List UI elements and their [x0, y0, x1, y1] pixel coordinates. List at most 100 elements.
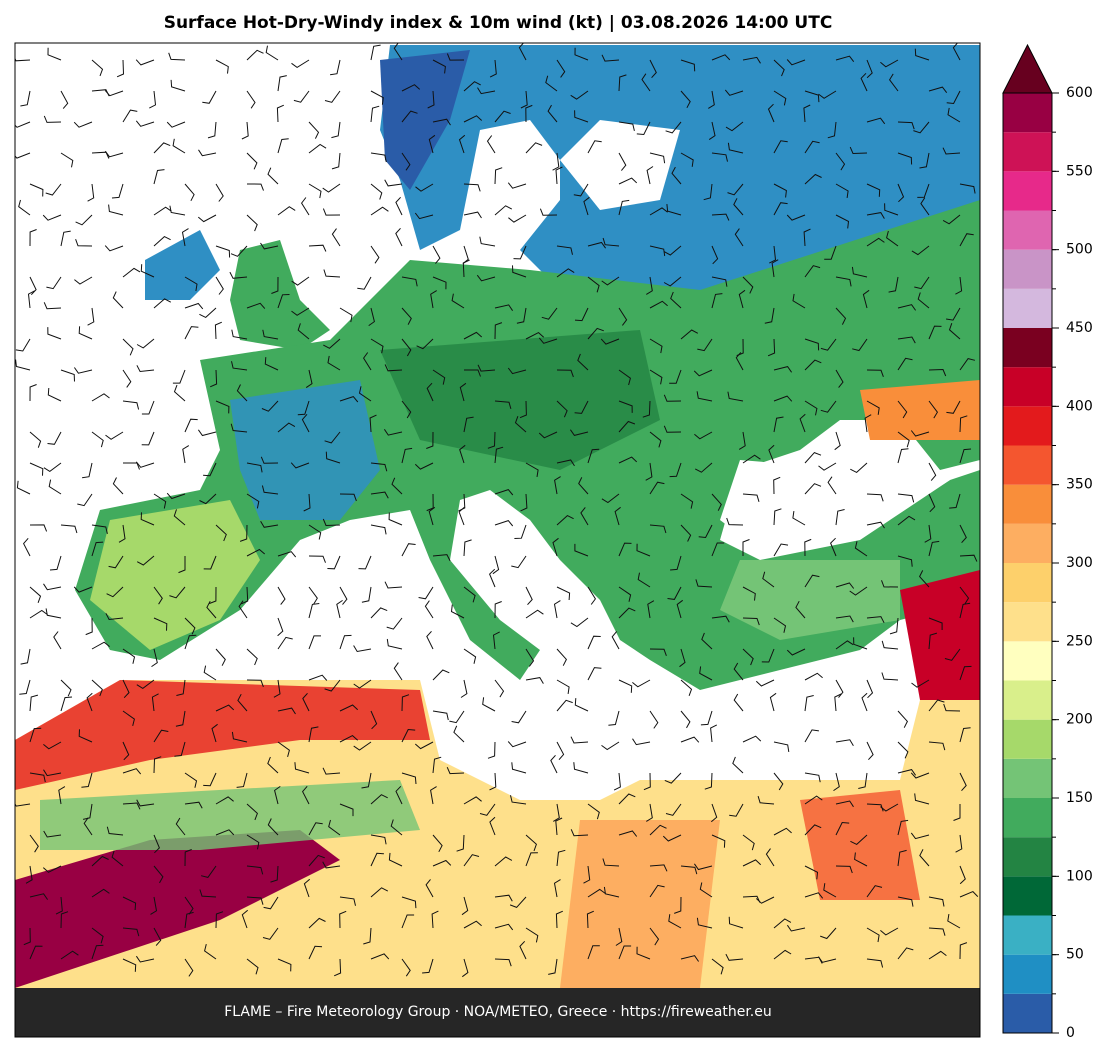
wind-barb	[384, 179, 403, 187]
wind-barb	[246, 865, 264, 875]
wind-barb	[697, 338, 713, 352]
wind-barb	[303, 878, 311, 898]
wind-barb	[60, 230, 71, 247]
wind-barb	[322, 767, 341, 775]
wind-barb	[835, 865, 853, 874]
wind-barb	[15, 803, 31, 807]
wind-barb	[602, 237, 620, 247]
wind-barb	[267, 167, 279, 185]
hot-east	[900, 570, 980, 700]
wind-barb	[122, 896, 137, 911]
wind-barb	[636, 121, 651, 136]
wind-barb	[618, 74, 627, 92]
wind-barb	[182, 445, 190, 464]
wind-barb	[864, 414, 872, 433]
colorbar-extend	[1002, 43, 1053, 94]
wind-barb	[492, 555, 500, 575]
wind-barb	[47, 47, 62, 61]
wind-barb	[153, 756, 162, 774]
wind-barb	[710, 724, 718, 743]
wind-barb	[556, 586, 571, 601]
wind-barb	[73, 121, 93, 128]
colorbar-bin	[1003, 954, 1052, 994]
wind-barb	[135, 461, 155, 468]
wind-barb	[618, 369, 631, 386]
wind-barb	[29, 694, 39, 712]
wind-barb	[735, 352, 744, 371]
wind-barb	[729, 803, 744, 817]
wind-barb	[459, 382, 467, 402]
wind-barb	[122, 679, 130, 699]
wind-barb	[270, 865, 279, 883]
wind-barb	[835, 152, 846, 171]
wind-barb	[897, 431, 910, 448]
wind-barb	[104, 245, 124, 252]
wind-barb	[184, 183, 195, 202]
wind-barb	[632, 738, 651, 746]
wind-barb	[734, 228, 744, 247]
wind-barb	[769, 245, 777, 264]
wind-barb	[897, 710, 909, 728]
colorbar-tick-label: 50	[1066, 947, 1084, 963]
wind-barb	[327, 355, 341, 371]
wind-barb	[46, 276, 62, 290]
hot-caspian	[860, 380, 980, 440]
wind-barb	[78, 326, 93, 340]
wind-barb	[649, 864, 668, 872]
wind-barb	[430, 786, 437, 805]
wind-barb	[632, 679, 651, 688]
wind-barb	[323, 269, 341, 278]
wind-barb	[866, 59, 873, 79]
wind-barb	[710, 803, 718, 823]
wind-barb	[324, 679, 341, 692]
wind-barb	[153, 142, 171, 154]
wind-barb	[294, 762, 310, 774]
wind-barb	[646, 276, 653, 295]
wind-barb	[888, 73, 899, 92]
wind-barb	[518, 43, 527, 61]
wind-barb	[426, 382, 434, 402]
wind-barb	[674, 896, 682, 914]
wind-barb	[834, 693, 842, 712]
wind-barb	[614, 506, 621, 526]
colorbar-tick-label: 150	[1066, 790, 1093, 806]
wind-barb	[231, 731, 248, 743]
wind-barb	[664, 772, 682, 784]
wind-barb	[866, 679, 874, 699]
wind-barb	[430, 290, 437, 309]
wind-barb	[928, 927, 946, 936]
wind-barb	[23, 537, 31, 557]
wind-barb	[122, 710, 135, 727]
hot-maghreb	[15, 680, 430, 790]
wind-barb	[646, 803, 653, 822]
wind-barb	[395, 785, 403, 805]
wind-barb	[18, 199, 31, 216]
wind-barb	[246, 49, 264, 61]
wind-barb	[322, 183, 341, 193]
wind-barb	[641, 73, 651, 92]
wind-barb	[647, 600, 655, 619]
wind-barb	[229, 271, 248, 279]
wind-barb	[277, 617, 284, 637]
wind-barb	[792, 511, 806, 526]
wind-barb	[773, 508, 782, 526]
wind-barb	[742, 454, 761, 464]
wind-barb	[277, 636, 293, 650]
wind-barb	[432, 554, 451, 562]
wind-barb	[416, 338, 434, 350]
wind-barb	[827, 121, 837, 139]
wind-barb	[742, 586, 756, 601]
wind-barb	[860, 72, 868, 92]
footer: FLAME – Fire Meteorology Group · NOA/MET…	[224, 1004, 772, 1020]
wind-barb	[701, 632, 713, 650]
wind-barb	[215, 648, 226, 666]
wind-barb	[308, 143, 327, 154]
wind-barb	[854, 852, 868, 867]
wind-barb	[587, 888, 606, 898]
wind-barb	[153, 729, 169, 743]
wind-barb	[487, 431, 496, 449]
wind-barb	[215, 59, 229, 74]
wind-barb	[29, 893, 49, 900]
wind-barb	[477, 87, 496, 95]
wind-barb	[853, 637, 868, 650]
